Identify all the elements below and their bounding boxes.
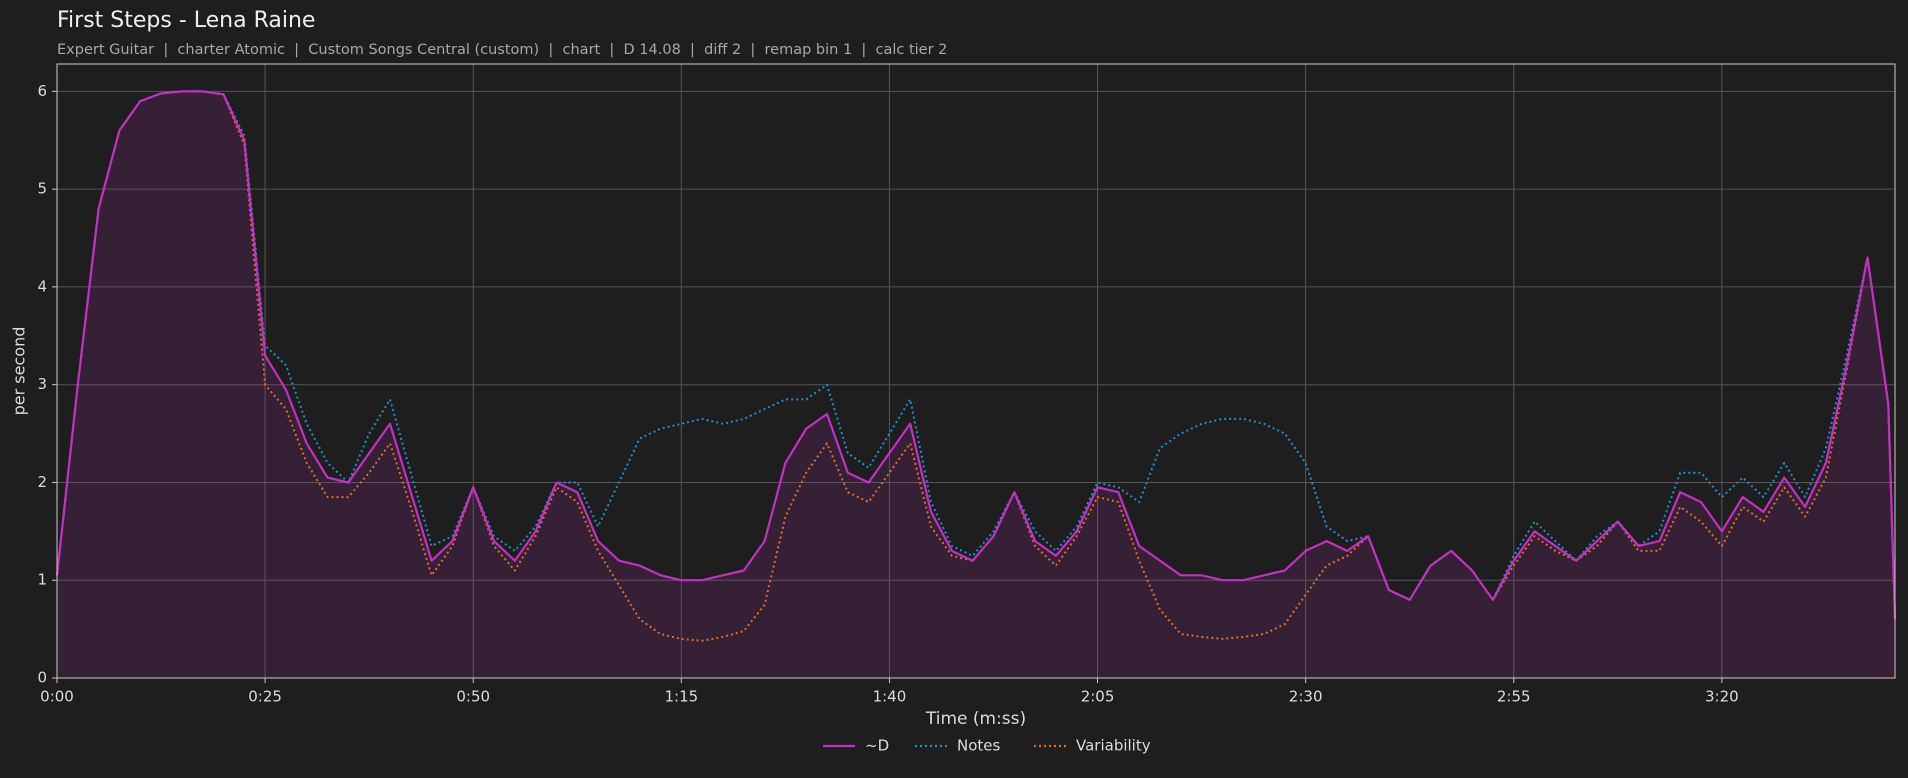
area bbox=[57, 91, 1895, 678]
y-tick-label: 5 bbox=[37, 180, 47, 198]
x-tick-label: 0:00 bbox=[40, 688, 74, 706]
series-line bbox=[56, 90, 1896, 642]
x-tick-label: 2:05 bbox=[1081, 688, 1115, 706]
chart-subtitle: Expert Guitar | charter Atomic | Custom … bbox=[57, 42, 947, 58]
x-tick-label: 0:25 bbox=[248, 688, 282, 706]
plot-frame bbox=[56, 63, 1896, 679]
x-tick-label: 0:50 bbox=[456, 688, 490, 706]
x-tick-label: 1:15 bbox=[664, 688, 698, 706]
y-axis-label: per second bbox=[10, 327, 29, 416]
y-tick-label: 2 bbox=[37, 473, 47, 491]
legend-label: ~D bbox=[865, 737, 889, 755]
plot-area bbox=[57, 64, 1895, 678]
y-tick-label: 4 bbox=[37, 277, 47, 295]
x-tick-label: 2:55 bbox=[1497, 688, 1531, 706]
x-tick-label: 1:40 bbox=[873, 688, 907, 706]
legend-label: Variability bbox=[1076, 737, 1151, 755]
y-tick-label: 6 bbox=[37, 82, 47, 100]
legend-label: Notes bbox=[957, 737, 1001, 755]
x-tick-label: 3:20 bbox=[1705, 688, 1739, 706]
y-tick-label: 3 bbox=[37, 375, 47, 393]
x-tick-label: 2:30 bbox=[1289, 688, 1323, 706]
y-tick-label: 0 bbox=[37, 669, 47, 687]
chart-title: First Steps - Lena Raine bbox=[57, 8, 315, 33]
series-line bbox=[55, 90, 1897, 620]
y-tick-label: 1 bbox=[37, 571, 47, 589]
x-axis-label: Time (m:ss) bbox=[925, 709, 1026, 729]
series-line bbox=[56, 90, 1896, 620]
